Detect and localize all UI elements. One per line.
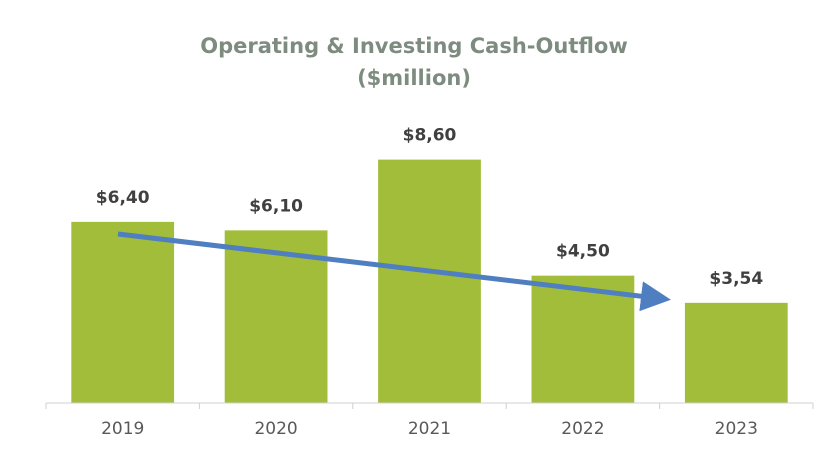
value-label: $4,50 — [556, 242, 610, 262]
bar — [378, 159, 481, 403]
x-tick-label: 2022 — [561, 419, 604, 439]
trend-arrow — [117, 231, 671, 312]
x-tick-label: 2020 — [254, 419, 297, 439]
value-label: $6,10 — [249, 196, 303, 216]
chart-title: Operating & Investing Cash-Outflow — [200, 34, 628, 58]
labels: 2019 $6,40 2020 $6,10 2021 $8,60 2022 $4,50 2023… — [45, 126, 814, 439]
chart-subtitle: ($million) — [357, 66, 471, 90]
bar — [531, 275, 635, 403]
bar — [684, 302, 788, 403]
value-label: $6,40 — [96, 188, 150, 208]
x-tick-label: 2021 — [408, 419, 451, 439]
bars — [71, 159, 788, 403]
bar — [71, 221, 175, 403]
x-tick-label: 2023 — [715, 419, 758, 439]
value-label: $8,60 — [403, 126, 457, 146]
x-tick-label: 2019 — [101, 419, 144, 439]
value-label: $3,54 — [709, 269, 763, 289]
